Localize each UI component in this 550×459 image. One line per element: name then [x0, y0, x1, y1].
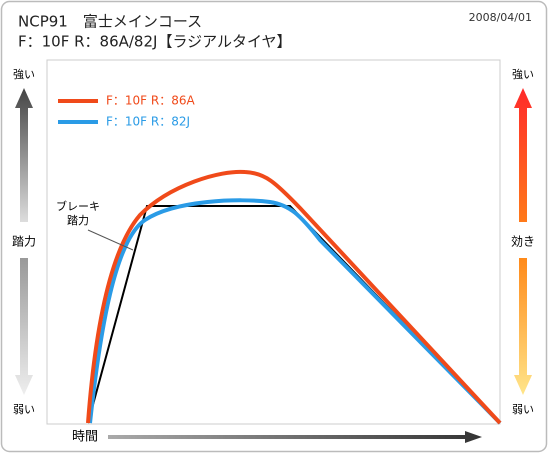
curve-82j — [88, 198, 502, 425]
right-bottom: 弱い — [512, 403, 534, 416]
curve-86a — [86, 169, 502, 425]
annotation-line2: 踏力 — [67, 213, 89, 227]
right-middle: 効き — [511, 234, 535, 249]
left-bottom: 弱い — [13, 403, 35, 416]
x-axis-label: 時間 — [72, 430, 98, 445]
annotation-leader — [87, 229, 134, 251]
left-arrow-up — [15, 88, 33, 222]
right-arrow-up — [514, 88, 532, 222]
legend-label: F：10F R：82J — [106, 115, 190, 129]
left-top: 強い — [13, 68, 35, 81]
title: NCP91 富士メインコース — [18, 13, 202, 31]
right-arrow-down — [514, 258, 532, 395]
date: 2008/04/01 — [469, 11, 532, 24]
subtitle: F：10F R：86A/82J【ラジアルタイヤ】 — [18, 33, 292, 51]
legend-label: F：10F R：86A — [106, 94, 195, 108]
annotation-line1: ブレーキ — [56, 199, 100, 213]
right-top: 強い — [512, 68, 534, 81]
left-arrow-down — [15, 258, 33, 395]
left-middle: 踏力 — [12, 235, 36, 249]
x-arrow — [108, 431, 482, 443]
